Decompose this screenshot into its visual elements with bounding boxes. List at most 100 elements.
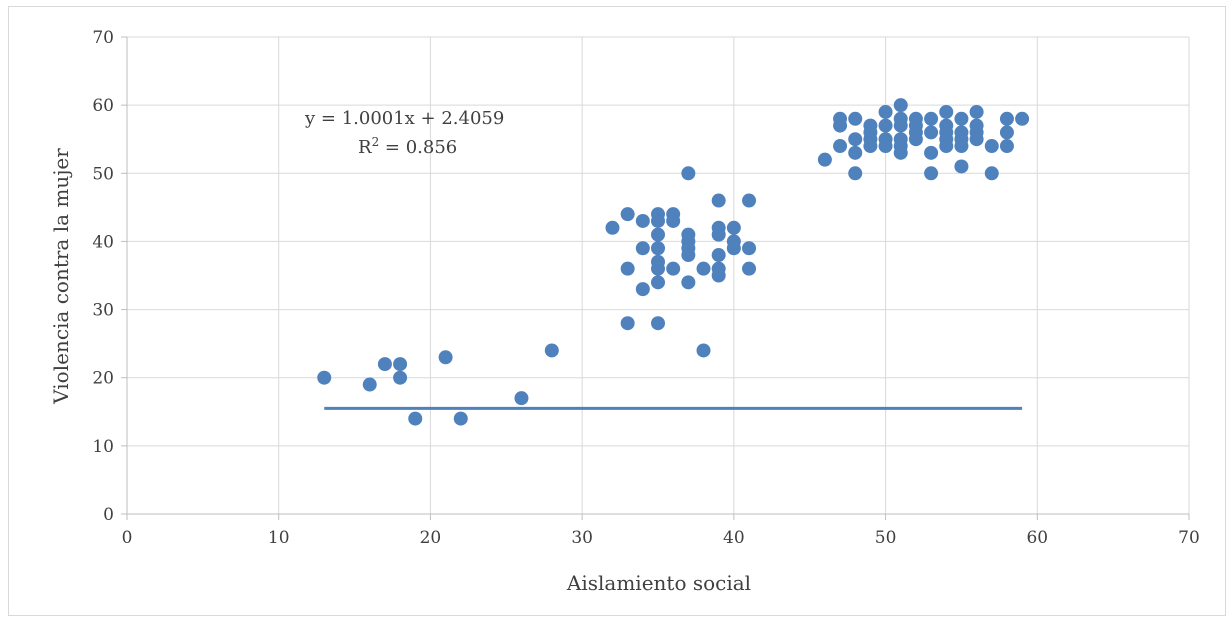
data-point bbox=[651, 275, 665, 290]
data-point bbox=[666, 213, 681, 228]
data-point bbox=[924, 145, 939, 160]
y-tick-label: 50 bbox=[92, 164, 114, 184]
trendline-equation: y = 1.0001x + 2.4059 bbox=[304, 108, 504, 129]
x-tick-label: 40 bbox=[723, 528, 745, 548]
y-tick-label: 10 bbox=[92, 437, 114, 457]
data-point bbox=[651, 227, 665, 242]
data-point bbox=[681, 248, 696, 263]
data-point bbox=[711, 227, 726, 242]
x-tick-label: 0 bbox=[122, 528, 133, 548]
y-tick-label: 30 bbox=[92, 301, 114, 321]
data-point bbox=[620, 316, 635, 331]
data-point bbox=[893, 145, 908, 160]
x-tick-label: 70 bbox=[1178, 528, 1200, 548]
data-point bbox=[635, 241, 650, 256]
data-point bbox=[954, 139, 969, 154]
data-point bbox=[377, 357, 392, 372]
x-tick-label: 10 bbox=[268, 528, 290, 548]
data-point bbox=[939, 104, 954, 119]
data-point bbox=[711, 248, 726, 263]
y-tick-label: 70 bbox=[92, 28, 114, 48]
data-point bbox=[848, 145, 863, 160]
data-point bbox=[726, 241, 741, 256]
data-point bbox=[453, 411, 468, 426]
y-tick-label: 20 bbox=[92, 369, 114, 389]
x-axis-title: Aislamiento social bbox=[566, 571, 751, 595]
data-point bbox=[848, 111, 863, 126]
data-point bbox=[408, 411, 423, 426]
y-axis-title: Violencia contra la mujer bbox=[49, 148, 73, 405]
data-point bbox=[605, 220, 620, 235]
data-point bbox=[514, 391, 529, 406]
data-point bbox=[954, 159, 969, 174]
data-point bbox=[999, 111, 1014, 126]
data-point bbox=[317, 370, 332, 385]
data-point bbox=[817, 152, 832, 167]
data-point bbox=[742, 193, 757, 208]
r-squared-symbol: R bbox=[358, 137, 372, 158]
data-point bbox=[999, 139, 1014, 154]
y-tick-label: 60 bbox=[92, 96, 114, 116]
data-point bbox=[666, 261, 681, 276]
data-point bbox=[635, 213, 650, 228]
data-point bbox=[726, 220, 741, 235]
data-point bbox=[362, 377, 377, 392]
data-point bbox=[620, 261, 635, 276]
data-point bbox=[833, 118, 848, 133]
data-point bbox=[848, 132, 863, 147]
data-point bbox=[908, 132, 923, 147]
data-point bbox=[635, 282, 650, 297]
x-tick-labels: 0 10 20 30 40 50 60 70 bbox=[122, 528, 1200, 548]
x-tick-label: 20 bbox=[420, 528, 442, 548]
data-point bbox=[742, 241, 757, 256]
data-point bbox=[878, 118, 893, 133]
data-point bbox=[681, 275, 696, 290]
data-point bbox=[393, 370, 408, 385]
data-point bbox=[863, 139, 878, 154]
data-point bbox=[969, 132, 984, 147]
gridlines bbox=[127, 36, 1190, 514]
data-point bbox=[924, 166, 939, 181]
data-point bbox=[878, 104, 893, 119]
data-point bbox=[651, 213, 665, 228]
data-point bbox=[984, 139, 999, 154]
data-point bbox=[969, 104, 984, 119]
data-point bbox=[924, 125, 939, 140]
x-tick-label: 60 bbox=[1026, 528, 1048, 548]
data-point bbox=[878, 139, 893, 154]
x-tick-label: 30 bbox=[571, 528, 593, 548]
data-point bbox=[742, 261, 757, 276]
data-point bbox=[696, 261, 711, 276]
y-tick-label: 0 bbox=[103, 505, 114, 525]
data-point bbox=[1015, 111, 1030, 126]
data-point bbox=[393, 357, 408, 372]
r-squared-value: = 0.856 bbox=[379, 137, 457, 158]
axes bbox=[121, 36, 1190, 520]
data-point bbox=[711, 268, 726, 283]
data-point bbox=[544, 343, 559, 358]
data-point bbox=[651, 261, 665, 276]
data-point bbox=[848, 166, 863, 181]
data-point bbox=[939, 139, 954, 154]
data-point bbox=[893, 98, 908, 113]
x-tick-label: 50 bbox=[875, 528, 897, 548]
trendline-r-squared: R2 = 0.856 bbox=[358, 135, 457, 158]
data-point bbox=[833, 139, 848, 154]
data-point bbox=[954, 111, 969, 126]
data-point bbox=[999, 125, 1014, 140]
data-point bbox=[984, 166, 999, 181]
data-point bbox=[924, 111, 939, 126]
data-point bbox=[711, 193, 726, 208]
data-point bbox=[681, 166, 696, 181]
data-point bbox=[438, 350, 453, 365]
r-squared-superscript: 2 bbox=[372, 135, 380, 149]
data-points bbox=[317, 98, 1030, 426]
data-point bbox=[651, 316, 665, 331]
data-point bbox=[696, 343, 711, 358]
data-point bbox=[893, 118, 908, 133]
data-point bbox=[620, 207, 635, 222]
y-tick-labels: 0 10 20 30 40 50 60 70 bbox=[92, 28, 114, 525]
y-tick-label: 40 bbox=[92, 232, 114, 252]
data-point bbox=[651, 241, 665, 256]
